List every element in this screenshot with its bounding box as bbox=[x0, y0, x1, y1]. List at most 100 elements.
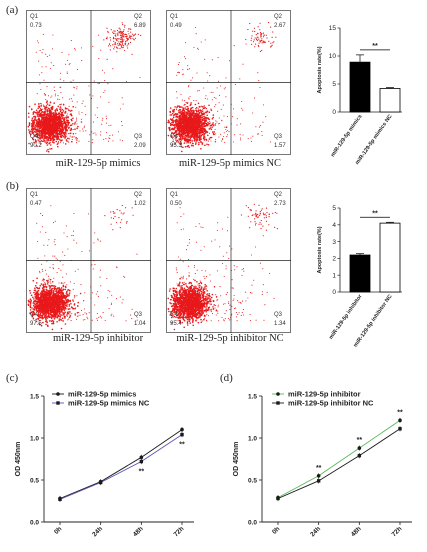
dot bbox=[214, 106, 215, 107]
dot bbox=[60, 123, 61, 124]
dot bbox=[240, 134, 241, 135]
dot bbox=[95, 134, 96, 135]
dot bbox=[259, 87, 260, 88]
dot bbox=[44, 308, 46, 310]
dot bbox=[60, 114, 62, 116]
dot bbox=[189, 68, 190, 69]
dot bbox=[203, 138, 205, 140]
dot bbox=[186, 111, 187, 112]
dot bbox=[103, 39, 104, 40]
dot bbox=[54, 121, 55, 122]
dot bbox=[63, 286, 65, 288]
dot bbox=[219, 117, 220, 118]
dot bbox=[132, 38, 133, 39]
dot bbox=[212, 124, 214, 126]
dot bbox=[123, 33, 124, 34]
dot bbox=[33, 305, 35, 307]
dot bbox=[128, 28, 129, 29]
dot bbox=[41, 133, 42, 134]
dot bbox=[194, 119, 196, 121]
dot bbox=[220, 134, 221, 135]
dot bbox=[37, 111, 39, 113]
dot bbox=[56, 289, 58, 291]
dot bbox=[178, 111, 180, 113]
dot bbox=[60, 125, 61, 126]
dot bbox=[46, 105, 48, 107]
dot bbox=[59, 291, 61, 293]
dot bbox=[69, 138, 70, 139]
dot bbox=[88, 141, 89, 142]
dot bbox=[48, 95, 49, 96]
dot bbox=[70, 136, 71, 137]
dot bbox=[40, 103, 41, 104]
dot bbox=[49, 105, 51, 107]
dot bbox=[82, 103, 83, 104]
dot bbox=[186, 102, 187, 103]
dot bbox=[203, 126, 204, 127]
dot bbox=[52, 141, 54, 143]
dot bbox=[54, 300, 56, 302]
dot bbox=[42, 288, 44, 290]
dot bbox=[102, 118, 103, 119]
dot bbox=[65, 64, 66, 65]
dot bbox=[200, 119, 202, 121]
dot bbox=[60, 92, 61, 93]
dot bbox=[206, 123, 208, 125]
dot bbox=[48, 125, 50, 127]
dot bbox=[135, 34, 136, 35]
dot bbox=[177, 72, 178, 73]
dot bbox=[39, 310, 41, 312]
dot bbox=[40, 307, 42, 309]
dot bbox=[44, 118, 46, 120]
dot bbox=[57, 297, 59, 299]
dot bbox=[104, 90, 105, 91]
dot bbox=[51, 134, 53, 136]
dot bbox=[67, 120, 69, 122]
dot bbox=[64, 317, 66, 319]
dot bbox=[36, 287, 38, 289]
dot bbox=[37, 303, 39, 305]
dot bbox=[59, 87, 60, 88]
dot bbox=[189, 131, 190, 132]
dot bbox=[204, 145, 206, 147]
dot bbox=[34, 131, 36, 133]
dot bbox=[191, 125, 192, 126]
dot bbox=[47, 128, 48, 129]
dot bbox=[48, 285, 50, 287]
dot bbox=[169, 111, 171, 113]
dot bbox=[100, 96, 101, 97]
dot bbox=[192, 143, 194, 145]
dot bbox=[188, 132, 190, 134]
dot bbox=[46, 141, 47, 142]
dot bbox=[33, 318, 35, 320]
dot bbox=[172, 113, 174, 115]
dot bbox=[52, 297, 54, 299]
dot bbox=[49, 292, 51, 294]
dot bbox=[261, 131, 262, 132]
dot bbox=[252, 31, 253, 32]
dot bbox=[46, 121, 48, 123]
dot bbox=[119, 38, 120, 39]
dot bbox=[117, 38, 118, 39]
dot bbox=[74, 283, 75, 284]
dot bbox=[196, 114, 198, 116]
dot bbox=[132, 34, 133, 35]
quadrant-value-q2: 6.89 bbox=[134, 23, 146, 29]
dot bbox=[259, 29, 260, 30]
dot bbox=[65, 108, 67, 110]
dot bbox=[122, 140, 123, 141]
dot bbox=[201, 122, 202, 123]
dot bbox=[196, 100, 197, 101]
dot bbox=[187, 65, 188, 66]
dot bbox=[211, 137, 213, 139]
dot bbox=[57, 146, 59, 148]
dot bbox=[215, 139, 216, 140]
dot bbox=[55, 111, 57, 113]
dot bbox=[33, 308, 35, 310]
dot bbox=[84, 319, 85, 320]
dot bbox=[199, 125, 201, 127]
dot bbox=[55, 128, 57, 130]
dot bbox=[127, 45, 128, 46]
dot bbox=[53, 112, 55, 114]
dot bbox=[46, 316, 48, 318]
